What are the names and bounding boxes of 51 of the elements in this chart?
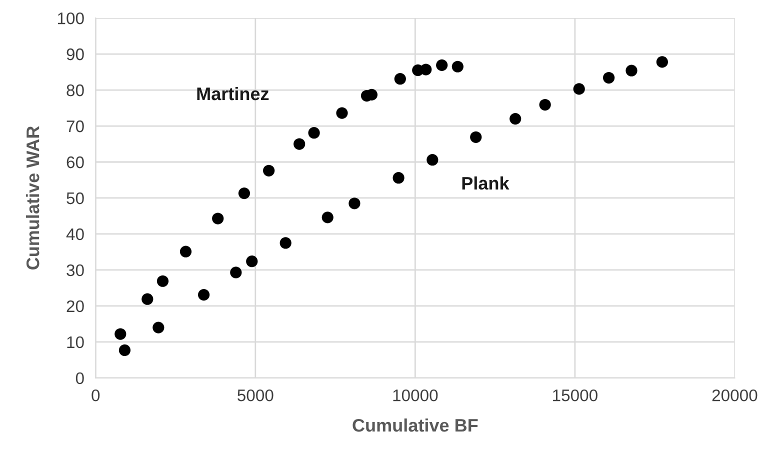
y-tick-label: 80 (66, 84, 84, 96)
point (238, 188, 250, 200)
point (470, 131, 482, 143)
point (118, 344, 131, 356)
point (180, 246, 192, 258)
point (436, 59, 448, 71)
x-tick-label: 5000 (238, 389, 274, 402)
point (156, 275, 169, 287)
x-axis-title: Cumulative BF (352, 418, 478, 432)
text: Martinez (197, 86, 269, 100)
y-tick-label: 40 (66, 228, 84, 240)
y-axis-title: Cumulative WAR (26, 126, 40, 270)
point (142, 293, 154, 305)
y-tick-label: 10 (67, 336, 84, 348)
point (308, 127, 320, 139)
y-tick-label: 100 (58, 12, 84, 24)
x-tick-label: 20000 (712, 389, 758, 402)
point (539, 98, 551, 111)
series-label: Plank (462, 176, 510, 190)
point (426, 154, 438, 166)
y-tick-label: 0 (76, 372, 84, 384)
point (452, 60, 464, 72)
point (212, 212, 224, 224)
point (394, 73, 406, 85)
point (263, 164, 275, 176)
point (420, 64, 432, 76)
point (280, 237, 292, 249)
point (114, 328, 126, 340)
point (510, 113, 522, 125)
point (246, 256, 258, 268)
y-tick-label: 90 (66, 48, 84, 60)
point (198, 288, 210, 301)
y-tick-label: 30 (66, 264, 84, 276)
y-tick-label: 60 (66, 156, 84, 168)
point (348, 198, 360, 210)
point (656, 56, 668, 68)
point (626, 64, 638, 76)
point (322, 212, 334, 224)
point (573, 83, 585, 95)
x-tick-label: 0 (92, 389, 100, 402)
x-tick-label: 15000 (553, 389, 598, 402)
x-tick-label: 10000 (393, 389, 438, 402)
point (336, 107, 348, 119)
point (230, 266, 242, 278)
point (294, 138, 306, 150)
y-tick-label: 70 (66, 120, 84, 132)
point (603, 72, 615, 84)
y-tick-label: 50 (66, 192, 84, 204)
point (152, 322, 164, 334)
point (392, 172, 404, 184)
y-tick-label: 20 (66, 300, 84, 312)
